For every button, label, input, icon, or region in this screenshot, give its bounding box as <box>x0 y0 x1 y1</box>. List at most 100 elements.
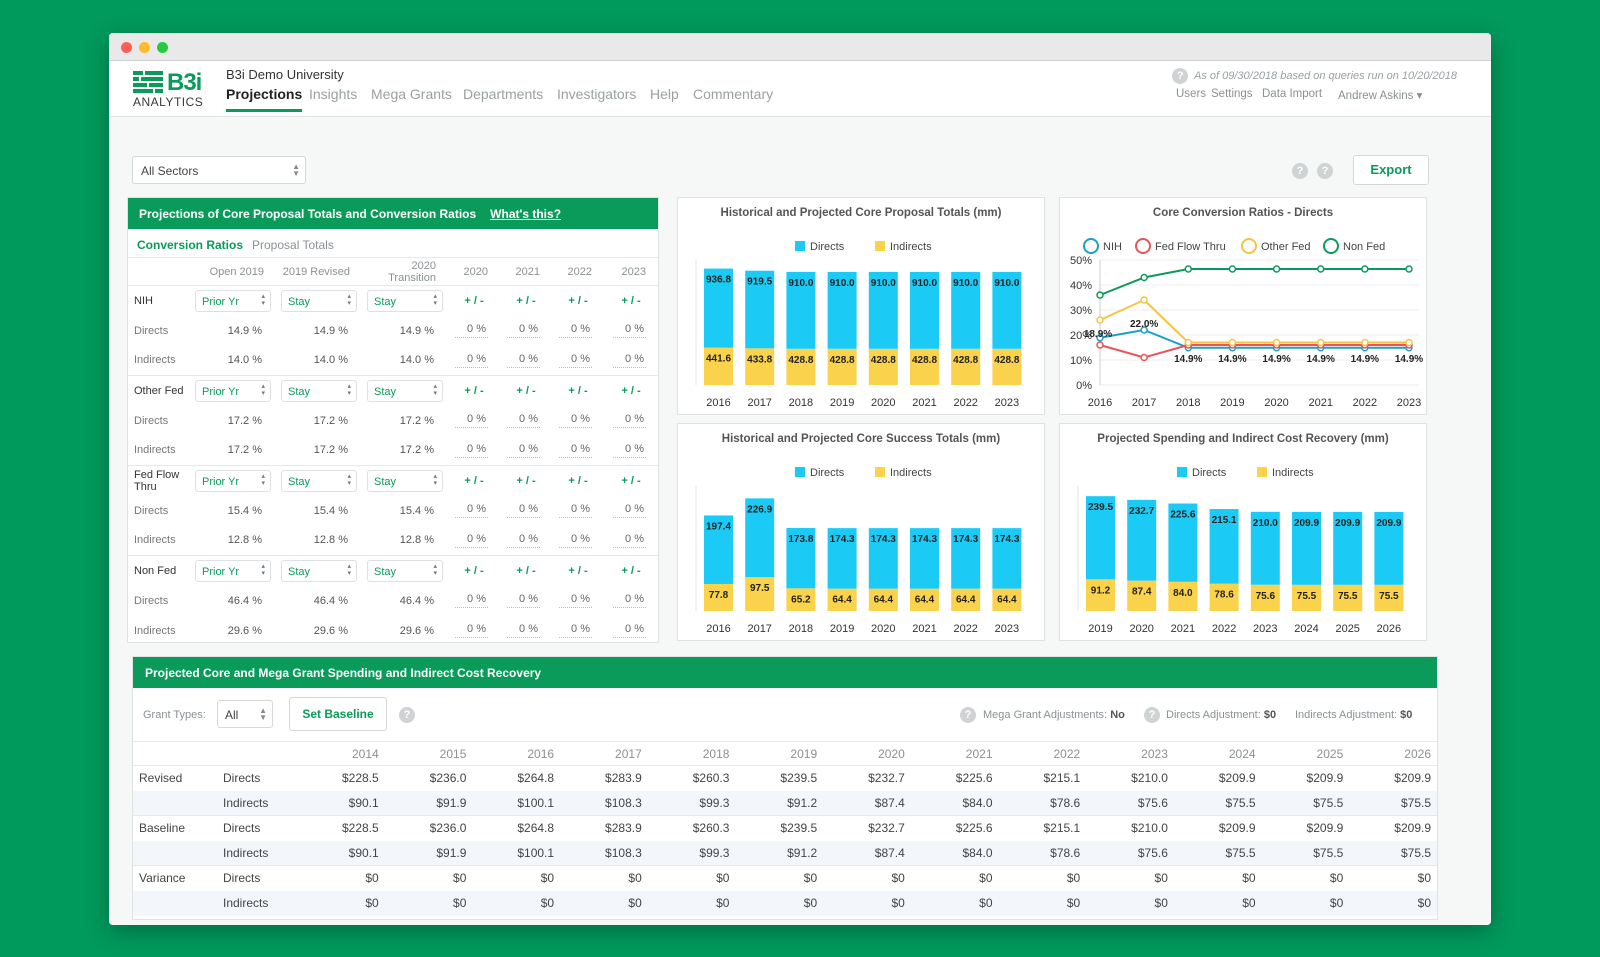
adjust-toggle[interactable]: + / - <box>448 285 500 316</box>
adjust-input[interactable]: 0 % <box>455 413 488 428</box>
adjust-input[interactable]: 0 % <box>507 593 540 608</box>
adjust-input[interactable]: 0 % <box>507 533 540 548</box>
x-tick-label: 2020 <box>1264 397 1288 409</box>
adjust-toggle[interactable]: + / - <box>552 555 604 586</box>
adjust-input[interactable]: 0 % <box>507 443 540 458</box>
adjust-toggle[interactable]: + / - <box>448 375 500 406</box>
bar-indirects <box>704 583 733 611</box>
method-select[interactable]: Prior Yr <box>195 289 271 312</box>
user-menu[interactable]: Andrew Askins ▾ <box>1338 90 1423 102</box>
set-baseline-button[interactable]: Set Baseline <box>289 697 387 731</box>
export-button[interactable]: Export <box>1353 155 1429 185</box>
method-select[interactable]: Stay <box>281 559 357 582</box>
settings-link[interactable]: Settings <box>1211 88 1253 100</box>
indirects-adjustment-label: Indirects Adjustment: <box>1295 709 1398 721</box>
nav-departments[interactable]: Departments <box>463 86 544 102</box>
maximize-window-button[interactable] <box>157 42 168 53</box>
adjust-input[interactable]: 0 % <box>455 593 488 608</box>
adjust-input[interactable]: 0 % <box>507 503 540 518</box>
adjust-toggle[interactable]: + / - <box>604 285 658 316</box>
data-label: 209.9 <box>1294 518 1319 529</box>
x-tick-label: 2020 <box>871 623 895 635</box>
close-window-button[interactable] <box>121 42 132 53</box>
bar-indirects <box>910 348 939 385</box>
adjust-input[interactable]: 0 % <box>559 593 592 608</box>
adjust-input[interactable]: 0 % <box>455 353 488 368</box>
adjust-input[interactable]: 0 % <box>613 503 646 518</box>
adjust-input[interactable]: 0 % <box>613 623 646 638</box>
help-icon[interactable]: ? <box>1317 163 1333 179</box>
whats-this-link[interactable]: What's this? <box>490 207 562 221</box>
help-icon[interactable]: ? <box>1292 163 1308 179</box>
adjust-input[interactable]: 0 % <box>507 323 540 338</box>
method-select[interactable]: Stay <box>367 559 443 582</box>
adjust-toggle[interactable]: + / - <box>604 465 658 496</box>
nav-projections[interactable]: Projections <box>226 86 303 112</box>
adjust-toggle[interactable]: + / - <box>604 375 658 406</box>
help-icon[interactable]: ? <box>1172 68 1189 84</box>
adjust-input[interactable]: 0 % <box>559 353 592 368</box>
nav-insights[interactable]: Insights <box>309 86 358 102</box>
method-select[interactable]: Stay <box>367 469 443 492</box>
adjust-toggle[interactable]: + / - <box>552 285 604 316</box>
help-icon[interactable]: ? <box>960 707 976 723</box>
adjust-toggle[interactable]: + / - <box>448 465 500 496</box>
method-select[interactable]: Stay <box>281 469 357 492</box>
logo[interactable]: B3i ANALYTICS <box>133 69 205 111</box>
grant-types-select[interactable]: All ▲ ▼ <box>217 700 273 728</box>
adjust-input[interactable]: 0 % <box>613 323 646 338</box>
help-icon[interactable]: ? <box>399 707 415 723</box>
table-cell: $0 <box>297 890 385 916</box>
adjust-input[interactable]: 0 % <box>613 413 646 428</box>
data-label: 75.6 <box>1256 591 1276 602</box>
adjust-toggle[interactable]: + / - <box>500 465 552 496</box>
help-icon[interactable]: ? <box>1144 707 1160 723</box>
table-cell: $264.8 <box>517 771 555 786</box>
selector-cell: Prior Yr <box>190 375 276 406</box>
nav-commentary[interactable]: Commentary <box>693 86 774 102</box>
adjust-input[interactable]: 0 % <box>559 413 592 428</box>
method-select[interactable]: Stay <box>367 289 443 312</box>
tab-conversion-ratios[interactable]: Conversion Ratios <box>137 238 244 252</box>
adjust-toggle[interactable]: + / - <box>604 555 658 586</box>
adjust-input[interactable]: 0 % <box>507 413 540 428</box>
tab-proposal-totals[interactable]: Proposal Totals <box>252 238 334 252</box>
legend-label: Non Fed <box>1343 241 1385 253</box>
adjust-toggle[interactable]: + / - <box>500 375 552 406</box>
adjust-toggle[interactable]: + / - <box>552 465 604 496</box>
adjust-input[interactable]: 0 % <box>613 593 646 608</box>
method-select[interactable]: Prior Yr <box>195 379 271 402</box>
adjust-input[interactable]: 0 % <box>455 323 488 338</box>
adjust-toggle[interactable]: + / - <box>552 375 604 406</box>
method-select[interactable]: Stay <box>281 289 357 312</box>
method-select[interactable]: Stay <box>281 379 357 402</box>
adjust-input[interactable]: 0 % <box>455 443 488 458</box>
sector-select[interactable]: All Sectors ▲ ▼ <box>132 156 306 184</box>
users-link[interactable]: Users <box>1176 88 1207 100</box>
adjust-input[interactable]: 0 % <box>559 323 592 338</box>
adjust-input[interactable]: 0 % <box>559 623 592 638</box>
adjust-input[interactable]: 0 % <box>613 533 646 548</box>
method-select[interactable]: Prior Yr <box>195 559 271 582</box>
minimize-window-button[interactable] <box>139 42 150 53</box>
adjust-input[interactable]: 0 % <box>507 623 540 638</box>
adjust-input[interactable]: 0 % <box>559 533 592 548</box>
adjust-input[interactable]: 0 % <box>455 533 488 548</box>
nav-help[interactable]: Help <box>650 86 679 102</box>
adjust-input[interactable]: 0 % <box>613 353 646 368</box>
nav-mega-grants[interactable]: Mega Grants <box>371 86 452 102</box>
nav-investigators[interactable]: Investigators <box>557 86 637 102</box>
method-select[interactable]: Prior Yr <box>195 469 271 492</box>
adjust-input[interactable]: 0 % <box>455 503 488 518</box>
data-import-link[interactable]: Data Import <box>1262 88 1323 100</box>
adjust-input[interactable]: 0 % <box>613 443 646 458</box>
adjust-input[interactable]: 0 % <box>559 503 592 518</box>
adjust-toggle[interactable]: + / - <box>448 555 500 586</box>
adjust-input[interactable]: 0 % <box>507 353 540 368</box>
adjust-toggle[interactable]: + / - <box>500 555 552 586</box>
adjust-toggle[interactable]: + / - <box>500 285 552 316</box>
adjust-input[interactable]: 0 % <box>455 623 488 638</box>
adjust-input[interactable]: 0 % <box>559 443 592 458</box>
method-select[interactable]: Stay <box>367 379 443 402</box>
table-cell: $84.0 <box>910 790 999 816</box>
